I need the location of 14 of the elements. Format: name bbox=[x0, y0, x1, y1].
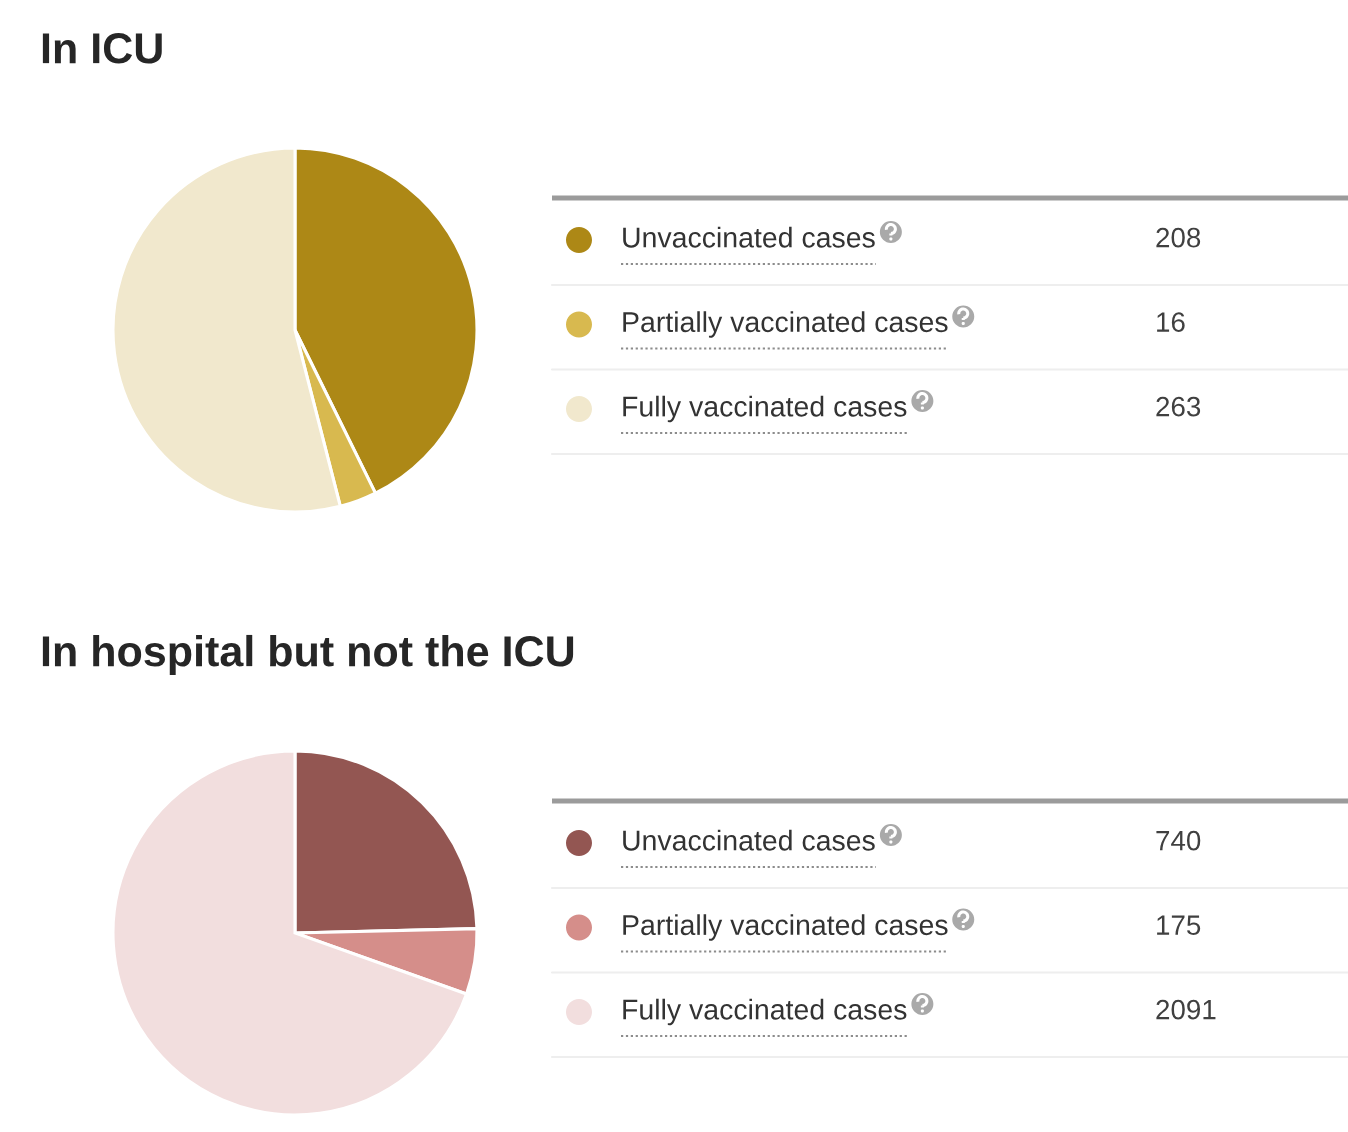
legend-label: Unvaccinated cases bbox=[623, 829, 875, 851]
data-label: 175 bbox=[1157, 915, 1201, 935]
data-label: 16 bbox=[1157, 312, 1185, 332]
data-label: 740 bbox=[1156, 830, 1201, 851]
legend-label: Unvaccinated cases bbox=[623, 226, 875, 248]
legend-label: Fully vaccinated cases bbox=[623, 998, 907, 1026]
chart-title: In hospital but not the ICU bbox=[42, 634, 574, 676]
data-label: 263 bbox=[1156, 396, 1201, 417]
legend-label: Fully vaccinated cases bbox=[623, 395, 907, 423]
legend-label: Partially vaccinated cases bbox=[623, 914, 948, 941]
legend-label: Partially vaccinated cases bbox=[623, 311, 948, 338]
data-label: 2091 bbox=[1156, 999, 1216, 1020]
data-label: 208 bbox=[1156, 227, 1201, 248]
chart-title: In ICU bbox=[42, 33, 162, 64]
